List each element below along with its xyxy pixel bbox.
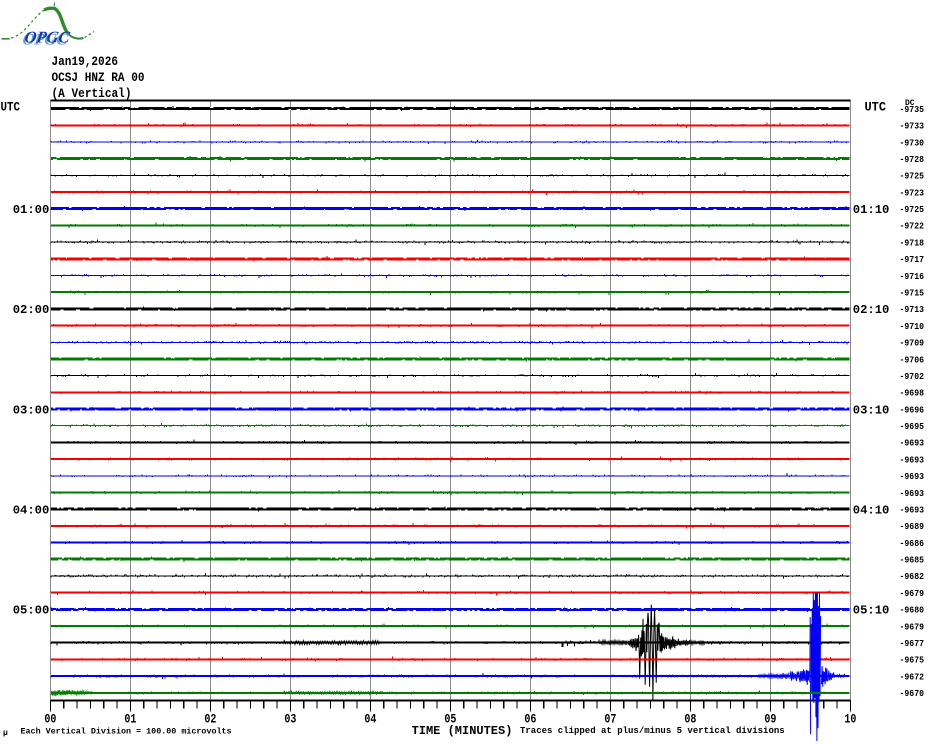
- svg-text:-9693: -9693: [900, 438, 925, 449]
- svg-text:(A Vertical): (A Vertical): [52, 86, 132, 101]
- svg-text:-9679: -9679: [900, 621, 925, 632]
- svg-text:08: 08: [684, 712, 696, 727]
- svg-text:01: 01: [124, 712, 136, 727]
- svg-text:-9675: -9675: [900, 655, 925, 666]
- svg-text:03: 03: [284, 712, 296, 727]
- svg-text:-9702: -9702: [900, 371, 925, 382]
- svg-text:05:10: 05:10: [853, 604, 890, 618]
- svg-text:03:10: 03:10: [853, 403, 890, 417]
- svg-text:-9715: -9715: [900, 288, 925, 299]
- svg-text:-9709: -9709: [900, 338, 925, 349]
- svg-text:05:00: 05:00: [13, 604, 50, 618]
- svg-text:OPGC: OPGC: [21, 29, 70, 48]
- svg-text:02:10: 02:10: [853, 303, 890, 317]
- svg-text:DC: DC: [905, 99, 915, 108]
- svg-text:-9735: -9735: [900, 104, 925, 115]
- svg-text:Each Vertical Division = 100.: Each Vertical Division = 100.00 microvol…: [21, 726, 232, 736]
- svg-text:-9728: -9728: [900, 154, 925, 165]
- svg-text:-9717: -9717: [900, 254, 925, 265]
- svg-text:-9670: -9670: [900, 688, 925, 699]
- svg-text:-9682: -9682: [900, 571, 925, 582]
- svg-text:03:00: 03:00: [13, 403, 50, 417]
- svg-text:-9680: -9680: [900, 605, 925, 616]
- svg-text:02:00: 02:00: [13, 303, 50, 317]
- svg-text:-9689: -9689: [900, 521, 925, 532]
- svg-text:-9695: -9695: [900, 421, 925, 432]
- svg-text:01:00: 01:00: [13, 203, 50, 217]
- svg-text:-9693: -9693: [900, 488, 925, 499]
- svg-text:00: 00: [44, 712, 56, 727]
- svg-text:-9693: -9693: [900, 471, 925, 482]
- svg-text:Jan19,2026: Jan19,2026: [52, 54, 119, 69]
- svg-text:-9686: -9686: [900, 538, 925, 549]
- svg-text:06: 06: [524, 712, 536, 727]
- svg-text:TIME (MINUTES): TIME (MINUTES): [412, 724, 513, 738]
- svg-text:-9722: -9722: [900, 221, 925, 232]
- svg-text:-9733: -9733: [900, 121, 925, 132]
- svg-text:02: 02: [204, 712, 216, 727]
- svg-text:04:00: 04:00: [13, 504, 50, 518]
- svg-text:-9679: -9679: [900, 588, 925, 599]
- svg-text:-9672: -9672: [900, 671, 925, 682]
- svg-text:-9718: -9718: [900, 237, 925, 248]
- svg-text:-9725: -9725: [900, 171, 925, 182]
- svg-text:09: 09: [764, 712, 776, 727]
- svg-text:-9685: -9685: [900, 555, 925, 566]
- svg-text:-9677: -9677: [900, 638, 925, 649]
- svg-text:-9698: -9698: [900, 388, 925, 399]
- svg-text:Traces clipped at plus/minus 5: Traces clipped at plus/minus 5 vertical …: [520, 726, 785, 736]
- svg-text:-9730: -9730: [900, 137, 925, 148]
- svg-text:-9723: -9723: [900, 187, 925, 198]
- svg-text:OCSJ HNZ RA 00: OCSJ HNZ RA 00: [52, 70, 145, 85]
- svg-text:-9716: -9716: [900, 271, 925, 282]
- svg-text:-9696: -9696: [900, 404, 925, 415]
- svg-text:OPGC: OPGC: [23, 27, 72, 46]
- svg-text:-9713: -9713: [900, 304, 925, 315]
- svg-text:-9706: -9706: [900, 354, 925, 365]
- svg-text:-9725: -9725: [900, 204, 925, 215]
- svg-text:05: 05: [444, 712, 456, 727]
- svg-text:-9693: -9693: [900, 454, 925, 465]
- svg-text:UTC: UTC: [865, 100, 887, 115]
- svg-text:10: 10: [844, 712, 856, 727]
- svg-text:-9693: -9693: [900, 505, 925, 516]
- svg-text:UTC: UTC: [1, 100, 21, 115]
- svg-text:01:10: 01:10: [853, 203, 890, 217]
- svg-text:04:10: 04:10: [853, 504, 890, 518]
- svg-text:04: 04: [364, 712, 376, 727]
- svg-text:07: 07: [604, 712, 616, 727]
- svg-text:μ: μ: [3, 729, 8, 738]
- svg-text:-9710: -9710: [900, 321, 925, 332]
